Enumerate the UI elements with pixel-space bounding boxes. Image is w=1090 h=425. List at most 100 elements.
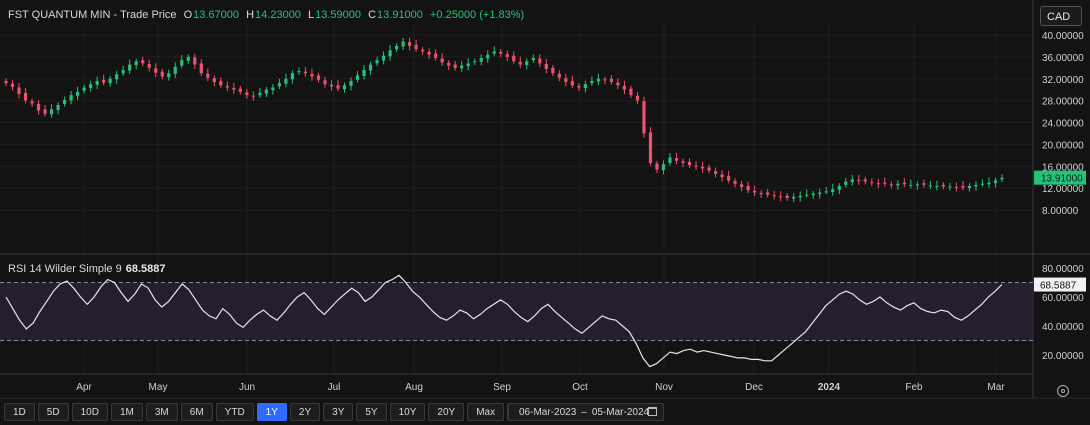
candle — [902, 178, 906, 188]
candle — [772, 190, 776, 200]
candle-body — [928, 185, 932, 187]
range-button-5d[interactable]: 5D — [37, 403, 69, 421]
candle-body — [167, 73, 171, 78]
candle-body — [453, 64, 457, 68]
range-button-max[interactable]: Max — [467, 403, 505, 421]
settings-icon[interactable] — [1057, 385, 1069, 397]
candle — [896, 180, 900, 190]
candle-body — [531, 57, 535, 61]
candle-body — [577, 85, 581, 88]
candle — [753, 185, 757, 197]
candle — [43, 105, 47, 117]
candle-body — [896, 183, 900, 186]
candle — [863, 176, 867, 185]
candle-body — [219, 80, 223, 86]
candle — [421, 47, 425, 55]
candle — [381, 51, 386, 65]
candle-body — [102, 79, 106, 83]
candle-body — [264, 89, 268, 94]
candle — [629, 85, 633, 98]
candle — [440, 53, 444, 66]
candle — [935, 180, 939, 191]
candle-body — [323, 80, 327, 85]
candle — [596, 73, 600, 86]
candle-body — [258, 92, 262, 96]
currency-select[interactable]: CAD — [1040, 6, 1082, 26]
candle-body — [473, 61, 477, 63]
rsi-last-badge — [1034, 277, 1086, 292]
candle-body — [186, 56, 190, 61]
candle-body — [857, 179, 861, 181]
range-button-ytd[interactable]: YTD — [215, 403, 254, 421]
change-value: +0.25000 (+1.83%) — [429, 9, 525, 21]
candle-body — [733, 181, 737, 184]
candle-body — [518, 61, 522, 65]
candle — [310, 68, 314, 81]
range-button-1y[interactable]: 1Y — [256, 403, 287, 421]
candle-body — [668, 157, 672, 163]
candle-body — [466, 63, 470, 67]
candle-body — [948, 186, 952, 188]
month-label: Jul — [328, 382, 341, 393]
candle — [831, 184, 835, 196]
candle-body — [935, 185, 939, 187]
candle-body — [225, 85, 229, 88]
candle — [69, 90, 73, 105]
candle-body — [974, 184, 978, 187]
candle-body — [394, 45, 399, 50]
price-type: Trade Price — [120, 9, 177, 21]
candle — [115, 70, 119, 84]
candle — [557, 70, 561, 82]
candle-body — [590, 80, 594, 84]
candlestick-series — [4, 37, 1004, 203]
rsi-tick-label: 60.00000 — [1042, 293, 1084, 304]
price-tick-label: 32.00000 — [1042, 75, 1084, 86]
range-button-10y[interactable]: 10Y — [389, 403, 426, 421]
candle — [206, 68, 210, 82]
range-button-3y[interactable]: 3Y — [323, 403, 354, 421]
range-button-20y[interactable]: 20Y — [428, 403, 465, 421]
candle — [414, 39, 418, 52]
candle-body — [798, 195, 802, 198]
candle — [590, 76, 594, 86]
candle-body — [56, 105, 60, 110]
candle — [264, 86, 268, 98]
candle — [687, 158, 692, 168]
candle-body — [381, 55, 386, 61]
candle-body — [108, 78, 112, 84]
candle — [82, 84, 86, 94]
candle — [128, 59, 132, 75]
candle — [837, 183, 841, 195]
candle-body — [551, 67, 555, 74]
date-range-picker[interactable]: 06-Mar-2023–05-Mar-2024 — [508, 403, 664, 421]
rsi-last-label: 68.5887 — [1040, 281, 1077, 292]
range-button-10d[interactable]: 10D — [71, 403, 108, 421]
candle — [915, 181, 919, 190]
candle-body — [694, 165, 698, 167]
candle — [342, 82, 347, 93]
candle — [987, 177, 991, 188]
candle — [518, 56, 522, 69]
candle-body — [772, 195, 776, 197]
candle — [499, 49, 503, 58]
candle — [811, 190, 815, 199]
candle-body — [336, 85, 340, 89]
range-button-2y[interactable]: 2Y — [289, 403, 321, 421]
candle-body — [82, 87, 86, 91]
range-button-1d[interactable]: 1D — [4, 403, 35, 421]
range-button-5y[interactable]: 5Y — [356, 403, 387, 421]
candle-body — [811, 193, 815, 196]
candle-body — [421, 49, 425, 52]
candle — [616, 78, 620, 89]
candle — [1000, 174, 1004, 183]
candle — [609, 75, 614, 85]
range-button-3m[interactable]: 3M — [145, 403, 178, 421]
range-button-1m[interactable]: 1M — [110, 403, 143, 421]
range-button-6m[interactable]: 6M — [180, 403, 213, 421]
candle-body — [427, 51, 431, 55]
candle — [922, 179, 926, 188]
candle — [577, 83, 581, 92]
candle-body — [967, 185, 972, 189]
candle — [726, 170, 731, 184]
